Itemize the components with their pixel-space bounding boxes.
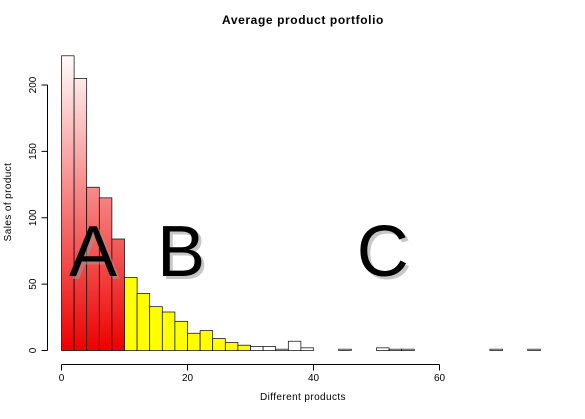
- zone-label-a: A: [69, 212, 117, 292]
- histogram-bar: [376, 347, 390, 351]
- y-tick-label: 50: [28, 278, 39, 290]
- histogram-bar: [174, 320, 188, 351]
- chart-title: Average product portfolio: [222, 13, 384, 27]
- histogram-bar: [338, 348, 352, 351]
- y-tick-label: 100: [28, 209, 39, 226]
- y-tick-label: 0: [28, 347, 39, 353]
- zone-label-c: C: [357, 212, 409, 292]
- histogram-bar: [224, 342, 239, 351]
- zone-label-shadow: B: [160, 215, 208, 295]
- x-tick-label: 40: [308, 373, 320, 384]
- x-tick-label: 0: [59, 373, 65, 384]
- zone-label-shadow: C: [360, 215, 412, 295]
- histogram-bar: [136, 293, 151, 351]
- histogram-bar: [262, 346, 277, 351]
- histogram-bar: [527, 348, 541, 351]
- zone-label-shadow: A: [72, 215, 120, 295]
- histogram-bar: [489, 348, 503, 351]
- histogram-bar: [401, 348, 415, 351]
- y-tick-label: 200: [28, 76, 39, 93]
- histogram-bar: [212, 338, 226, 351]
- histogram-bar: [237, 344, 251, 351]
- y-axis: 0 50 100 150 200: [28, 76, 48, 353]
- bars-group: [61, 55, 541, 351]
- histogram-bar: [275, 348, 289, 351]
- x-tick-label: 60: [434, 373, 446, 384]
- zone-label-b: B: [157, 212, 205, 292]
- histogram-bar: [187, 332, 201, 351]
- x-axis: 0 20 40 60: [59, 364, 446, 384]
- x-tick-label: 20: [182, 373, 194, 384]
- zone-labels-group: AA BB CC: [69, 212, 412, 295]
- histogram-bar: [287, 340, 302, 351]
- histogram-bar: [124, 277, 138, 351]
- histogram-bar: [199, 330, 214, 351]
- histogram-bar: [250, 346, 264, 351]
- y-tick-label: 150: [28, 143, 39, 160]
- histogram-bar: [300, 347, 314, 351]
- x-axis-label: Different products: [260, 392, 346, 403]
- histogram-bar: [61, 55, 75, 351]
- histogram-bar: [388, 348, 403, 351]
- histogram-bar: [161, 311, 176, 351]
- y-axis-label: Sales of product: [3, 163, 14, 242]
- histogram-bar: [149, 306, 163, 351]
